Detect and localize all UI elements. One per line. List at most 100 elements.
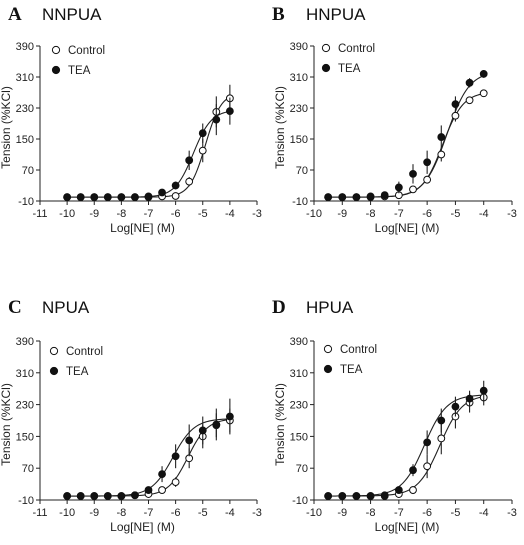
data-point-tea bbox=[185, 156, 194, 165]
data-point-tea bbox=[76, 193, 85, 202]
data-point-tea bbox=[63, 492, 72, 500]
x-tick-label: -5 bbox=[198, 507, 208, 519]
data-point-control bbox=[423, 462, 432, 471]
legend-label: Control bbox=[340, 344, 377, 356]
x-tick-label: -10 bbox=[59, 507, 75, 519]
data-point-tea bbox=[338, 193, 347, 202]
x-tick-label: -8 bbox=[116, 507, 126, 519]
data-point-tea bbox=[198, 129, 207, 138]
x-tick-label: -4 bbox=[479, 507, 489, 519]
chart-panel-b: B HNPUA -10 70 150 230 310 390 -10 -9 -8 -7 -6 -5 -4 -3… bbox=[272, 4, 517, 235]
legend-label: TEA bbox=[340, 364, 363, 376]
y-tick-label: 150 bbox=[290, 431, 308, 443]
data-point-tea bbox=[479, 70, 488, 78]
panel-letter: A bbox=[8, 4, 22, 25]
legend-marker bbox=[49, 366, 59, 376]
data-point-control bbox=[185, 177, 194, 186]
x-tick-label: -6 bbox=[171, 507, 181, 519]
x-tick-label: -9 bbox=[337, 507, 347, 519]
data-point-tea bbox=[117, 492, 126, 500]
x-tick-label: -10 bbox=[306, 208, 322, 220]
fit-curve-control bbox=[328, 396, 484, 497]
data-point-tea bbox=[212, 115, 221, 124]
panel-title: NNPUA bbox=[42, 5, 102, 24]
data-point-control bbox=[171, 478, 180, 487]
x-tick-label: -7 bbox=[144, 507, 154, 519]
data-point-tea bbox=[117, 193, 126, 202]
y-tick-label: -10 bbox=[292, 196, 308, 208]
x-tick-label: -6 bbox=[422, 507, 432, 519]
data-point-tea bbox=[465, 394, 474, 403]
y-tick-label: 310 bbox=[16, 72, 34, 84]
y-axis-label: Tension (%KCl) bbox=[0, 383, 13, 466]
x-axis-label: Log[NE] (M) bbox=[375, 221, 440, 235]
data-point-control bbox=[171, 192, 180, 200]
legend-marker bbox=[321, 63, 331, 73]
fit-curve-tea bbox=[67, 110, 230, 198]
data-point-tea bbox=[198, 426, 207, 435]
data-point-tea bbox=[144, 192, 153, 201]
data-point-tea bbox=[479, 386, 488, 395]
data-point-control bbox=[479, 89, 488, 98]
x-tick-label: -4 bbox=[225, 507, 235, 519]
panel-letter: B bbox=[272, 4, 285, 25]
data-point-tea bbox=[103, 492, 112, 500]
data-point-tea bbox=[366, 492, 375, 500]
data-point-tea bbox=[103, 193, 112, 202]
fit-curve-control bbox=[328, 93, 484, 198]
data-point-tea bbox=[465, 78, 474, 87]
x-tick-label: -4 bbox=[225, 208, 235, 220]
legend-marker bbox=[49, 346, 59, 356]
data-point-tea bbox=[366, 192, 375, 201]
y-tick-label: 150 bbox=[16, 134, 34, 146]
y-axis-label: Tension (%KCl) bbox=[273, 86, 287, 169]
data-point-control bbox=[198, 146, 207, 155]
data-point-tea bbox=[63, 193, 72, 202]
y-axis-label: Tension (%KCl) bbox=[273, 383, 287, 466]
y-tick-label: 70 bbox=[296, 165, 308, 177]
panel-title: HNPUA bbox=[306, 5, 366, 24]
x-tick-label: -8 bbox=[116, 208, 126, 220]
data-point-tea bbox=[171, 452, 180, 461]
y-tick-label: 230 bbox=[290, 400, 308, 412]
x-tick-label: -9 bbox=[337, 208, 347, 220]
x-axis-label: Log[NE] (M) bbox=[110, 221, 175, 235]
y-tick-label: -10 bbox=[292, 495, 308, 507]
legend-label: TEA bbox=[66, 366, 89, 378]
y-tick-label: 230 bbox=[290, 103, 308, 115]
x-tick-label: -7 bbox=[394, 208, 404, 220]
data-point-tea bbox=[144, 486, 153, 494]
y-tick-label: 230 bbox=[16, 400, 34, 412]
y-tick-label: 230 bbox=[16, 103, 34, 115]
legend-label: TEA bbox=[338, 63, 361, 75]
legend-marker bbox=[323, 344, 333, 354]
x-tick-label: -6 bbox=[422, 208, 432, 220]
legend-label: Control bbox=[68, 45, 105, 57]
data-point-tea bbox=[437, 133, 446, 141]
panel-title: HPUA bbox=[306, 298, 354, 317]
y-tick-label: -10 bbox=[18, 196, 34, 208]
legend-label: Control bbox=[338, 43, 375, 55]
data-point-tea bbox=[131, 491, 139, 500]
data-point-tea bbox=[423, 158, 432, 167]
data-point-tea bbox=[90, 193, 99, 202]
y-axis-label: Tension (%KCl) bbox=[0, 86, 13, 169]
data-point-tea bbox=[324, 492, 333, 500]
data-point-tea bbox=[185, 436, 194, 445]
data-point-control bbox=[158, 486, 166, 494]
data-point-tea bbox=[352, 193, 361, 202]
y-tick-label: 390 bbox=[16, 336, 34, 348]
data-point-tea bbox=[171, 181, 180, 190]
data-point-control bbox=[423, 175, 432, 184]
legend-marker bbox=[321, 43, 331, 53]
data-point-tea bbox=[380, 491, 389, 500]
x-tick-label: -8 bbox=[366, 507, 376, 519]
data-point-tea bbox=[76, 492, 85, 500]
data-point-tea bbox=[158, 470, 166, 479]
y-tick-label: -10 bbox=[18, 495, 34, 507]
fit-curve-tea bbox=[328, 75, 484, 198]
data-point-tea bbox=[225, 107, 234, 115]
panel-title: NPUA bbox=[42, 298, 90, 317]
